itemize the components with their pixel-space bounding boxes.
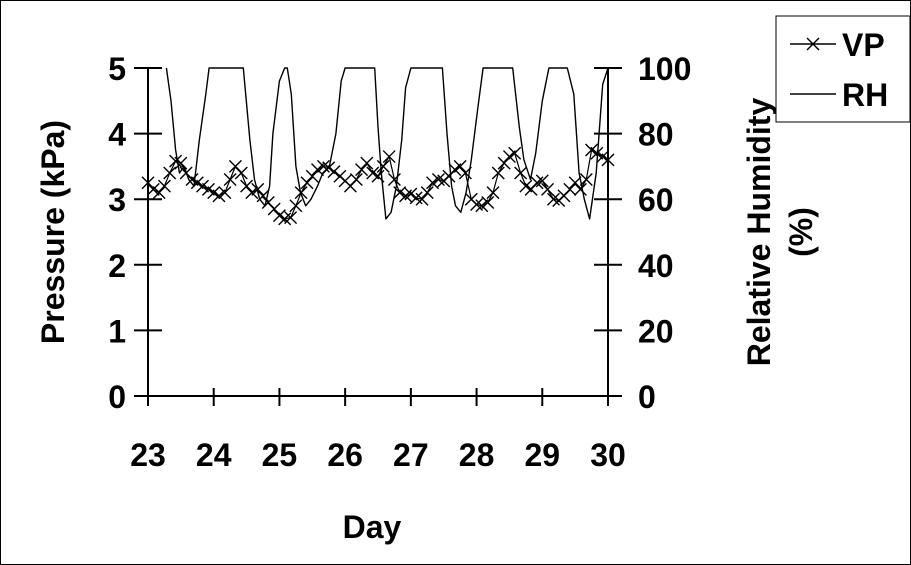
y-right-tick-label: 40 [638, 248, 674, 284]
legend: VP RH [775, 15, 911, 123]
legend-vp-label: VP [842, 27, 885, 63]
x-tick-label: 27 [393, 437, 429, 473]
vp-point [426, 176, 440, 190]
vp-point [240, 179, 254, 193]
y-left-tick-label: 3 [108, 182, 126, 218]
vp-point [305, 169, 319, 183]
vp-point [284, 211, 298, 225]
plot-area [141, 67, 615, 226]
vp-point [376, 159, 390, 173]
y-left-tick-label: 2 [108, 248, 126, 284]
x-tick-label: 23 [130, 437, 166, 473]
y-axis-left-title: Pressure (kPa) [35, 120, 71, 344]
vp-point [212, 189, 226, 203]
vp-point [508, 146, 522, 160]
vp-point [300, 176, 314, 190]
vp-point [563, 182, 577, 196]
vp-point [152, 186, 166, 200]
vp-point [382, 150, 396, 164]
x-axis-title: Day [343, 509, 402, 545]
vp-point [481, 195, 495, 209]
vp-point [546, 192, 560, 206]
y-right-tick-label: 0 [638, 379, 656, 415]
vp-point [174, 156, 188, 170]
vp-point [157, 179, 171, 193]
vp-point [514, 166, 528, 180]
y-left-tick-label: 0 [108, 379, 126, 415]
vp-point [491, 166, 505, 180]
vp-point [475, 199, 489, 213]
vp-point [196, 179, 210, 193]
vp-point [573, 182, 587, 196]
y-left-tick-label: 4 [108, 117, 126, 153]
y-left-tick-label: 5 [108, 51, 126, 87]
legend-vp-marker [806, 37, 820, 51]
vp-point [141, 176, 155, 190]
vp-point [579, 173, 593, 187]
vp-point [294, 186, 308, 200]
y-axis-right-title-line2: (%) [783, 207, 819, 257]
vp-point [311, 163, 325, 177]
vp-point [289, 199, 303, 213]
x-tick-label: 26 [327, 437, 363, 473]
vp-point [387, 173, 401, 187]
x-tick-label: 24 [196, 437, 232, 473]
vp-point [327, 165, 341, 179]
series-rh-line [165, 67, 609, 220]
y-right-tick-label: 20 [638, 313, 674, 349]
x-tick-label: 28 [459, 437, 495, 473]
vp-point [371, 169, 385, 183]
vp-point [223, 173, 237, 187]
vp-point [316, 159, 330, 173]
vp-point [360, 156, 374, 170]
vp-point [251, 182, 265, 196]
vp-point [470, 197, 484, 211]
vp-point [420, 186, 434, 200]
legend-box [775, 15, 911, 123]
vp-point [267, 202, 281, 216]
y-axis-right-title-line1: Relative Humidity [741, 98, 777, 367]
vp-point [349, 173, 363, 187]
vp-point [218, 186, 232, 200]
y-right-tick-label: 60 [638, 182, 674, 218]
vp-point [415, 192, 429, 206]
vp-point [431, 173, 445, 187]
vp-point [322, 161, 336, 175]
vp-point [404, 187, 418, 201]
vp-point [486, 186, 500, 200]
vp-point [256, 189, 270, 203]
vp-point [568, 176, 582, 190]
y-right-tick-label: 80 [638, 117, 674, 153]
y-left-tick-label: 1 [108, 313, 126, 349]
y-right-tick-label: 100 [638, 51, 691, 87]
vp-point [497, 156, 511, 170]
vp-point [245, 186, 259, 200]
vp-point [458, 166, 472, 180]
x-tick-label: 25 [262, 437, 298, 473]
x-tick-label: 30 [590, 437, 626, 473]
vp-point [146, 182, 160, 196]
vp-point [541, 182, 555, 196]
legend-rh-label: RH [842, 77, 888, 113]
vp-point [393, 186, 407, 200]
x-tick-label: 29 [524, 437, 560, 473]
vp-point [535, 174, 549, 188]
vp-point [601, 153, 615, 167]
vp-point [590, 146, 604, 160]
vp-point [355, 163, 369, 177]
vp-point [234, 166, 248, 180]
vp-point [163, 166, 177, 180]
vp-point [453, 159, 467, 173]
